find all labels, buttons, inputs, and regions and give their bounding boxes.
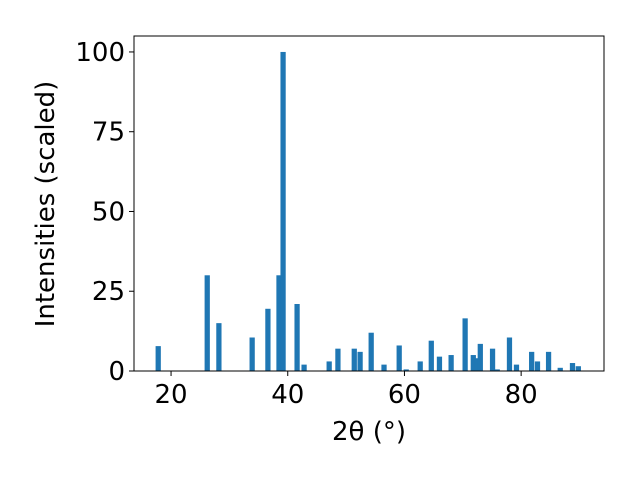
- bar: [506, 337, 513, 371]
- bar: [474, 358, 481, 371]
- bar: [357, 351, 363, 371]
- bar: [529, 351, 535, 371]
- y-tick-label: 75: [92, 118, 125, 148]
- plot-frame: [133, 35, 605, 372]
- bar: [545, 351, 552, 371]
- bar: [513, 364, 520, 371]
- bar: [335, 348, 341, 371]
- bar: [326, 361, 332, 371]
- y-tick-label: 50: [92, 197, 125, 227]
- bar: [470, 355, 476, 371]
- x-tick-label: 40: [271, 380, 304, 410]
- bar: [351, 348, 357, 371]
- bar: [494, 369, 500, 371]
- x-tick-label: 80: [505, 380, 538, 410]
- bar: [534, 361, 541, 371]
- bar: [575, 366, 581, 371]
- bar: [462, 318, 468, 371]
- bar: [448, 355, 454, 371]
- bar: [417, 361, 423, 371]
- y-tick-label: 0: [108, 357, 125, 387]
- bar: [381, 364, 387, 371]
- bar: [294, 304, 300, 371]
- bar: [216, 323, 222, 371]
- bar: [477, 343, 483, 371]
- bar: [368, 332, 374, 371]
- bar: [396, 345, 402, 371]
- y-tick-label: 25: [92, 277, 125, 307]
- x-tick-label: 20: [155, 380, 188, 410]
- x-axis-label: 2θ (°): [332, 417, 406, 447]
- bar: [569, 363, 576, 371]
- x-tick-label: 60: [388, 380, 421, 410]
- bar: [301, 364, 307, 371]
- bar: [436, 356, 443, 371]
- bar: [276, 275, 282, 371]
- bar: [489, 348, 496, 371]
- bar: [428, 340, 434, 371]
- bar: [265, 308, 271, 371]
- bar: [557, 367, 563, 371]
- bar: [155, 346, 161, 371]
- bar: [249, 337, 255, 371]
- bar: [280, 51, 286, 371]
- y-axis-label: Intensities (scaled): [31, 81, 61, 328]
- bar: [204, 275, 210, 371]
- y-tick-label: 100: [75, 38, 125, 68]
- bar: [403, 369, 409, 371]
